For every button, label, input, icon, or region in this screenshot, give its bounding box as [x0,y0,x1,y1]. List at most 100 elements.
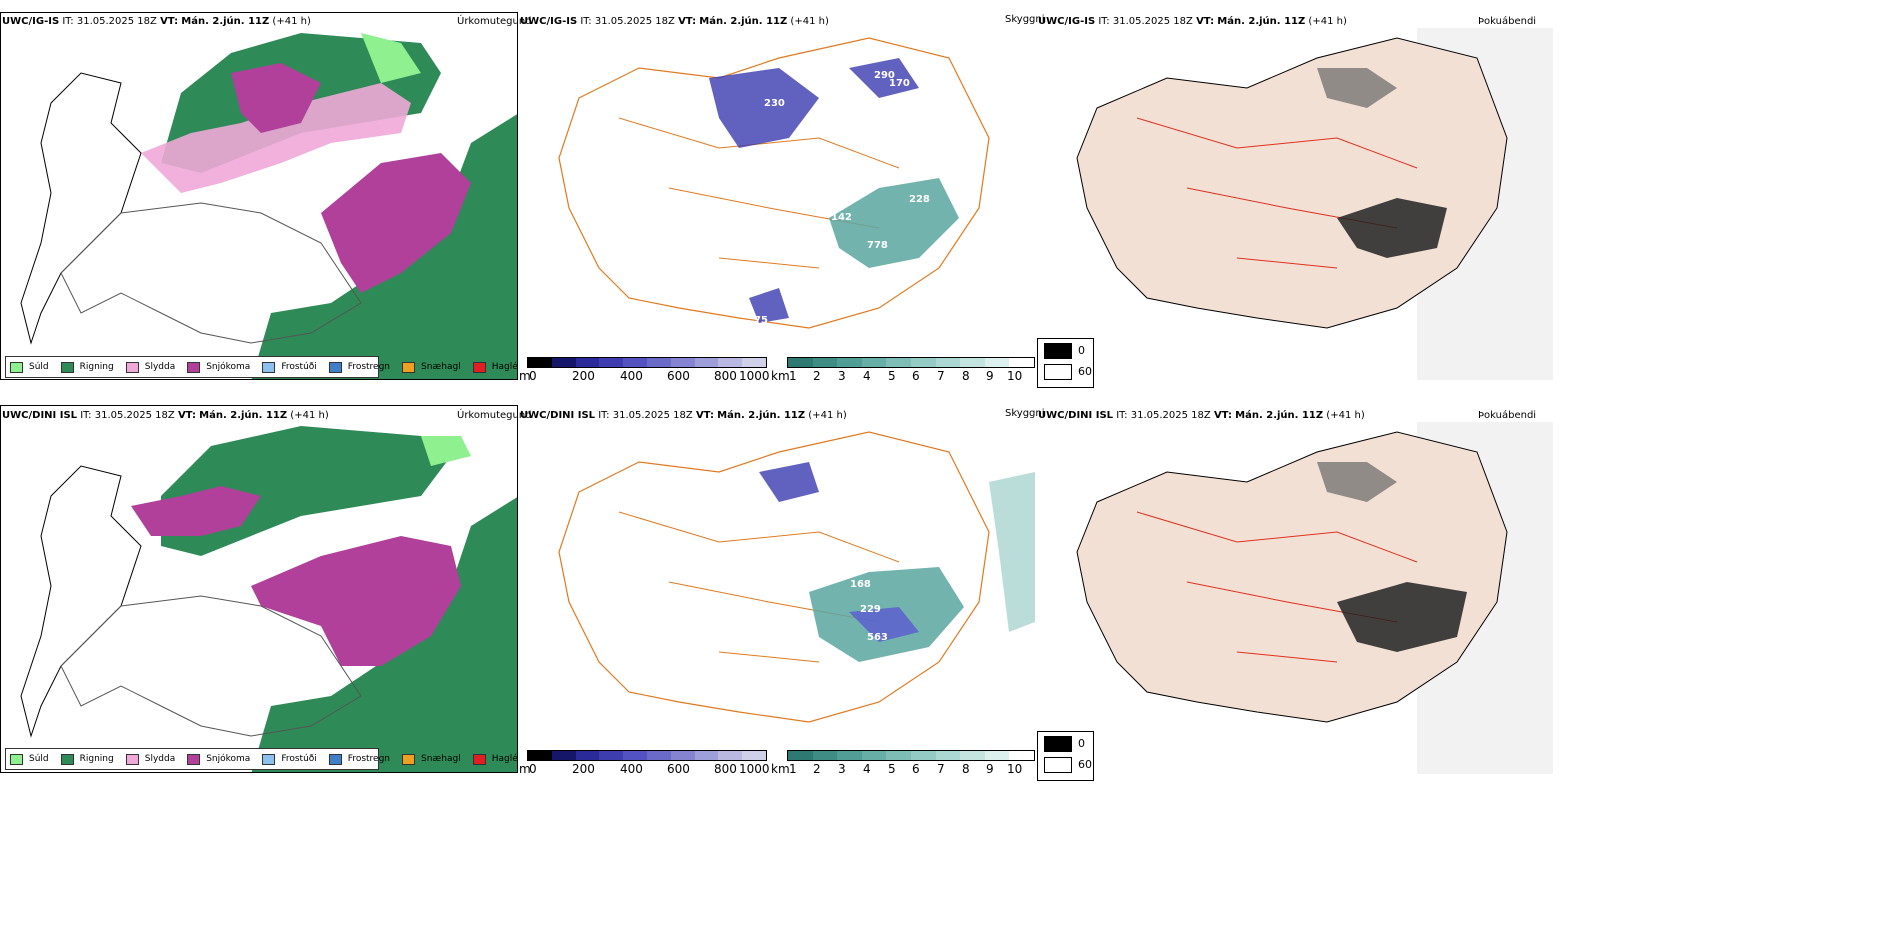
colorbar-tick: 600 [667,762,690,776]
colorbar-tick: 0 [529,369,537,383]
cloud-base-label: 290 [874,70,895,81]
legend-item: Haglél [472,361,517,373]
colorbar-unit: km [771,369,790,383]
colorbar-tick: 7 [937,762,945,776]
fog-legend-max: 60 [1078,365,1092,378]
fog-map-canvas [1076,28,1553,380]
fog-title: Þokuábendi [1478,16,1537,27]
model-name: UWC/DINI ISL [1038,410,1114,421]
colorbar-tick: 5 [888,762,896,776]
cloud-base-label: 778 [867,240,888,251]
model-name: UWC/DINI ISL [2,410,78,421]
visibility-title: Skyggni [1005,14,1045,25]
cloud-base-label: 74 [755,706,769,717]
colorbar-tick: 2 [813,369,821,383]
legend-item: Súld [10,361,49,373]
colorbar-tick: 1000 [739,369,770,383]
vt-value: Mán. 2.jún. 11Z [717,410,806,421]
colorbar-tick: 5 [888,369,896,383]
row2-header-right: UWC/DINI ISL IT: 31.05.2025 18Z VT: Mán.… [1038,410,1365,422]
offset: (+41 h) [808,410,847,421]
vt-value: Mán. 2.jún. 11Z [699,16,788,27]
colorbar-tick: 3 [838,369,846,383]
visibility-colorbar-row2: km 1 2 3 4 5 6 7 8 9 10 [771,750,1035,780]
colorbar-tick: 6 [912,369,920,383]
row1-header-right: UWC/IG-IS IT: 31.05.2025 18Z VT: Mán. 2.… [1038,16,1347,28]
colorbar-tick: 800 [714,369,737,383]
offset: (+41 h) [290,410,329,421]
fog-legend-min: 0 [1078,737,1085,750]
visibility-map-canvas: 290 170 230 228 778 142 75 [558,37,990,329]
legend-label: Frostúði [281,362,317,372]
legend-item: Snjókoma [187,753,251,765]
it-label: IT: [80,410,92,421]
legend-label: Slydda [144,754,176,764]
legend-label: Frostúði [281,754,317,764]
it-value: 31.05.2025 18Z [594,16,675,27]
legend-label: Haglél [491,754,518,764]
it-label: IT: [580,16,592,27]
colorbar-unit: m [519,369,531,383]
legend-label: Frostregn [347,754,391,764]
precip-map-canvas [1,406,517,772]
row2-header-left: UWC/DINI ISL IT: 31.05.2025 18Z VT: Mán.… [2,410,329,422]
legend-label: Frostregn [347,362,391,372]
legend-item: Rigning [60,361,114,373]
colorbar-tick: 8 [962,369,970,383]
cloud-base-label: 75 [754,315,768,326]
precip-map-row1: Súld Rigning Slydda Snjókoma Frostúði Fr… [0,12,518,380]
offset: (+41 h) [272,16,311,27]
vt-value: Mán. 2.jún. 11Z [181,16,270,27]
fog-legend-max: 60 [1078,758,1092,771]
precip-legend: Súld Rigning Slydda Snjókoma Frostúði Fr… [5,356,517,378]
colorbar-tick: 0 [529,762,537,776]
row1-header-mid: UWC/IG-IS IT: 31.05.2025 18Z VT: Mán. 2.… [520,16,829,28]
offset: (+41 h) [1308,16,1347,27]
colorbar-tick: 6 [912,762,920,776]
precip-title: Úrkomutegund [457,16,532,27]
legend-label: Slydda [144,362,176,372]
colorbar-tick: 8 [962,762,970,776]
offset: (+41 h) [790,16,829,27]
vt-label: VT: [1213,410,1232,421]
visibility-title: Skyggni [1005,408,1045,419]
colorbar-tick: 9 [986,369,994,383]
vt-value: Mán. 2.jún. 11Z [1235,410,1324,421]
height-colorbar-row2: m 0 200 400 600 800 1000 [519,750,770,780]
legend-item: Rigning [60,753,114,765]
row2-header-mid: UWC/DINI ISL IT: 31.05.2025 18Z VT: Mán.… [520,410,847,422]
legend-item: Slydda [125,753,176,765]
vt-label: VT: [160,16,179,27]
visibility-map-canvas: 93 100 168 563 229 74 [558,431,1035,723]
cloud-base-label: 229 [860,604,881,615]
cloud-base-label: 170 [889,78,910,89]
colorbar-tick: 600 [667,369,690,383]
vt-label: VT: [695,410,714,421]
colorbar-tick: 4 [863,369,871,383]
fog-map-row2 [1037,422,1553,774]
precip-legend: Súld Rigning Slydda Snjókoma Frostúði Fr… [5,748,517,770]
model-name: UWC/IG-IS [520,16,578,27]
vt-label: VT: [678,16,697,27]
colorbar-tick: 400 [620,762,643,776]
model-name: UWC/IG-IS [2,16,60,27]
fog-legend-row2: 0 60 [1037,731,1094,781]
legend-item: Snjókoma [187,361,250,373]
legend-item: Haglél [472,753,518,765]
legend-item: Frostúði [262,361,317,373]
cloud-base-label: 142 [831,212,852,223]
colorbar-tick: 1 [789,369,797,383]
it-label: IT: [1116,410,1128,421]
legend-item: Snæhagl [402,753,461,765]
colorbar-unit: km [771,762,790,776]
legend-item: Slydda [125,361,176,373]
colorbar-tick: 1000 [739,762,770,776]
it-value: 31.05.2025 18Z [1130,410,1211,421]
legend-label: Rigning [79,754,114,764]
legend-label: Snjókoma [206,754,251,764]
it-label: IT: [598,410,610,421]
it-label: IT: [62,16,74,27]
it-value: 31.05.2025 18Z [76,16,157,27]
colorbar-unit: m [519,762,531,776]
cloud-base-label: 168 [850,579,871,590]
